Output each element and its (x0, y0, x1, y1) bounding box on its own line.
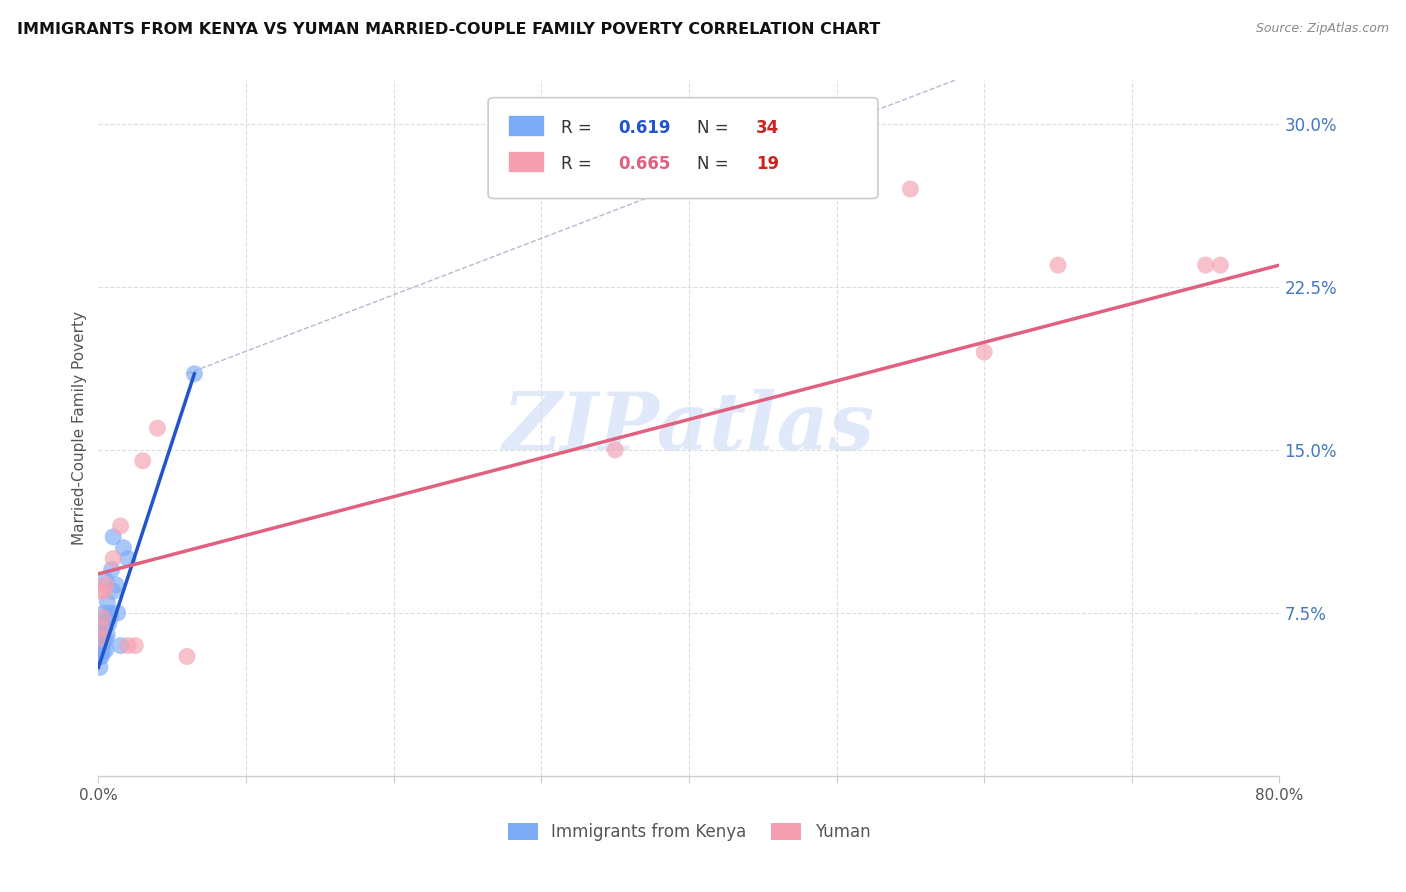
Text: ZIPatlas: ZIPatlas (503, 390, 875, 467)
FancyBboxPatch shape (508, 152, 544, 172)
Point (132, 454, 155, 468)
Point (117, 639, 139, 653)
Point (900, 182, 922, 196)
Point (96, 628, 118, 642)
Point (110, 639, 132, 653)
Point (94, 643, 117, 657)
Point (89, 634, 111, 648)
Point (98, 610, 121, 624)
FancyBboxPatch shape (508, 115, 544, 136)
Point (103, 551, 125, 566)
Point (89, 649, 111, 664)
Point (89, 584, 111, 599)
Point (90, 639, 112, 653)
Point (605, 442, 627, 457)
Point (90, 632, 112, 646)
Point (100, 562, 122, 576)
FancyBboxPatch shape (488, 98, 877, 199)
Point (91, 616, 114, 631)
Point (91, 639, 114, 653)
Text: 34: 34 (756, 119, 779, 136)
Point (90, 632, 112, 646)
Point (89, 628, 111, 642)
Point (94, 578, 117, 592)
Point (89, 639, 111, 653)
Point (1046, 258, 1070, 272)
Point (91, 610, 114, 624)
Point (93, 634, 115, 648)
Point (105, 578, 128, 592)
Text: R =: R = (561, 119, 598, 136)
Point (90, 616, 112, 631)
Point (93, 584, 115, 599)
Text: N =: N = (697, 155, 734, 173)
Text: R =: R = (561, 155, 598, 173)
Point (1209, 258, 1232, 272)
Text: IMMIGRANTS FROM KENYA VS YUMAN MARRIED-COUPLE FAMILY POVERTY CORRELATION CHART: IMMIGRANTS FROM KENYA VS YUMAN MARRIED-C… (17, 22, 880, 37)
Legend: Immigrants from Kenya, Yuman: Immigrants from Kenya, Yuman (501, 816, 877, 847)
Point (110, 519, 132, 533)
Point (98, 606, 121, 620)
Point (91, 645, 114, 659)
Point (91, 628, 114, 642)
Point (90, 621, 112, 635)
Point (1195, 258, 1218, 272)
Point (94, 574, 117, 588)
Point (96, 595, 118, 609)
Point (107, 606, 129, 620)
Text: 0.665: 0.665 (619, 155, 671, 173)
Point (117, 551, 139, 566)
Point (146, 421, 169, 435)
Point (89, 660, 111, 674)
Point (93, 606, 115, 620)
Point (103, 530, 125, 544)
Point (176, 649, 198, 664)
Text: 0.619: 0.619 (619, 119, 671, 136)
Point (973, 345, 995, 359)
Point (90, 628, 112, 642)
Point (103, 584, 125, 599)
Point (89, 645, 111, 659)
Text: N =: N = (697, 119, 734, 136)
Point (94, 632, 117, 646)
Point (97, 616, 120, 631)
Point (90, 649, 112, 664)
Text: 19: 19 (756, 155, 779, 173)
Point (112, 541, 135, 555)
Point (183, 367, 205, 381)
Y-axis label: Married-Couple Family Poverty: Married-Couple Family Poverty (72, 311, 87, 545)
Point (124, 639, 146, 653)
Text: Source: ZipAtlas.com: Source: ZipAtlas.com (1256, 22, 1389, 36)
